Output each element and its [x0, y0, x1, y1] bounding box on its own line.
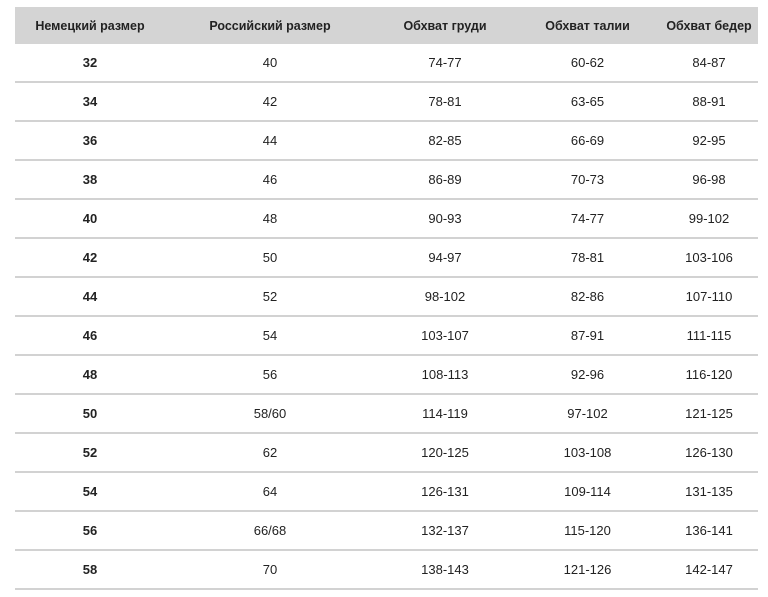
cell-waist: 82-86	[570, 289, 605, 304]
cell-russian-size: 48	[262, 211, 278, 226]
cell-german-size: 32	[82, 55, 98, 70]
table-body: 32 40 74-77 60-62 84-87 34 42 78-81 63-65 88-91 36…	[15, 44, 758, 590]
table-row: 58 70 138-143 121-126 142-147	[15, 551, 758, 590]
cell-waist: 60-62	[570, 55, 605, 70]
cell-russian-size: 40	[262, 55, 278, 70]
cell-russian-size: 56	[262, 367, 278, 382]
cell-chest: 78-81	[428, 94, 462, 109]
header-waist: Обхват талии	[545, 18, 630, 33]
cell-hips: 99-102	[688, 211, 730, 226]
cell-german-size: 58	[82, 562, 98, 577]
cell-chest: 86-89	[428, 172, 462, 187]
table-row: 36 44 82-85 66-69 92-95	[15, 122, 758, 161]
cell-russian-size: 66/68	[253, 523, 287, 538]
cell-german-size: 48	[82, 367, 98, 382]
cell-chest: 74-77	[428, 55, 462, 70]
table-row: 54 64 126-131 109-114 131-135	[15, 473, 758, 512]
cell-german-size: 50	[82, 406, 98, 421]
table-row: 56 66/68 132-137 115-120 136-141	[15, 512, 758, 551]
cell-hips: 136-141	[685, 523, 733, 538]
cell-hips: 107-110	[685, 289, 733, 304]
table-row: 50 58/60 114-119 97-102 121-125	[15, 395, 758, 434]
cell-hips: 131-135	[685, 484, 733, 499]
table-row: 32 40 74-77 60-62 84-87	[15, 44, 758, 83]
cell-waist: 103-108	[563, 445, 612, 460]
cell-russian-size: 50	[262, 250, 278, 265]
table-row: 46 54 103-107 87-91 111-115	[15, 317, 758, 356]
cell-chest: 120-125	[421, 445, 469, 460]
cell-hips: 126-130	[685, 445, 733, 460]
cell-chest: 126-131	[421, 484, 469, 499]
cell-hips: 116-120	[685, 367, 733, 382]
cell-russian-size: 44	[262, 133, 278, 148]
cell-german-size: 56	[82, 523, 98, 538]
cell-german-size: 52	[82, 445, 98, 460]
cell-chest: 114-119	[422, 406, 468, 421]
cell-waist: 87-91	[570, 328, 605, 343]
cell-german-size: 38	[82, 172, 98, 187]
cell-waist: 63-65	[570, 94, 605, 109]
cell-russian-size: 54	[262, 328, 278, 343]
cell-russian-size: 52	[262, 289, 278, 304]
cell-german-size: 46	[82, 328, 98, 343]
cell-hips: 111-115	[686, 328, 732, 343]
cell-russian-size: 64	[262, 484, 278, 499]
cell-german-size: 54	[82, 484, 98, 499]
table-row: 40 48 90-93 74-77 99-102	[15, 200, 758, 239]
cell-hips: 92-95	[692, 133, 726, 148]
cell-waist: 92-96	[570, 367, 605, 382]
cell-waist: 109-114	[564, 484, 611, 499]
table-row: 44 52 98-102 82-86 107-110	[15, 278, 758, 317]
cell-waist: 70-73	[570, 172, 605, 187]
table-row: 38 46 86-89 70-73 96-98	[15, 161, 758, 200]
cell-chest: 90-93	[428, 211, 462, 226]
cell-chest: 108-113	[421, 367, 469, 382]
cell-hips: 142-147	[685, 562, 733, 577]
cell-german-size: 44	[82, 289, 98, 304]
cell-chest: 82-85	[428, 133, 462, 148]
cell-waist: 115-120	[564, 523, 611, 538]
cell-chest: 138-143	[421, 562, 469, 577]
table-header: Немецкий размер Российский размер Обхват…	[15, 7, 758, 44]
cell-hips: 121-125	[685, 406, 733, 421]
cell-russian-size: 58/60	[253, 406, 287, 421]
cell-russian-size: 46	[262, 172, 278, 187]
cell-waist: 78-81	[570, 250, 605, 265]
cell-russian-size: 42	[262, 94, 278, 109]
cell-hips: 88-91	[692, 94, 726, 109]
cell-hips: 96-98	[692, 172, 726, 187]
size-chart-table: Немецкий размер Российский размер Обхват…	[15, 7, 758, 590]
cell-waist: 74-77	[570, 211, 605, 226]
cell-chest: 98-102	[424, 289, 466, 304]
table-row: 42 50 94-97 78-81 103-106	[15, 239, 758, 278]
table-row: 52 62 120-125 103-108 126-130	[15, 434, 758, 473]
cell-waist: 97-102	[567, 406, 608, 421]
cell-hips: 84-87	[692, 55, 726, 70]
cell-german-size: 34	[82, 94, 98, 109]
cell-russian-size: 62	[262, 445, 278, 460]
table-row: 48 56 108-113 92-96 116-120	[15, 356, 758, 395]
header-german-size: Немецкий размер	[35, 18, 145, 33]
cell-german-size: 42	[82, 250, 98, 265]
header-russian-size: Российский размер	[209, 18, 331, 33]
cell-chest: 94-97	[428, 250, 462, 265]
cell-hips: 103-106	[685, 250, 733, 265]
table-row: 34 42 78-81 63-65 88-91	[15, 83, 758, 122]
cell-russian-size: 70	[262, 562, 278, 577]
cell-german-size: 40	[82, 211, 98, 226]
cell-chest: 103-107	[421, 328, 469, 343]
header-hips: Обхват бедер	[666, 18, 752, 33]
cell-waist: 121-126	[563, 562, 612, 577]
cell-chest: 132-137	[421, 523, 469, 538]
header-chest: Обхват груди	[403, 18, 487, 33]
cell-german-size: 36	[82, 133, 98, 148]
cell-waist: 66-69	[570, 133, 605, 148]
